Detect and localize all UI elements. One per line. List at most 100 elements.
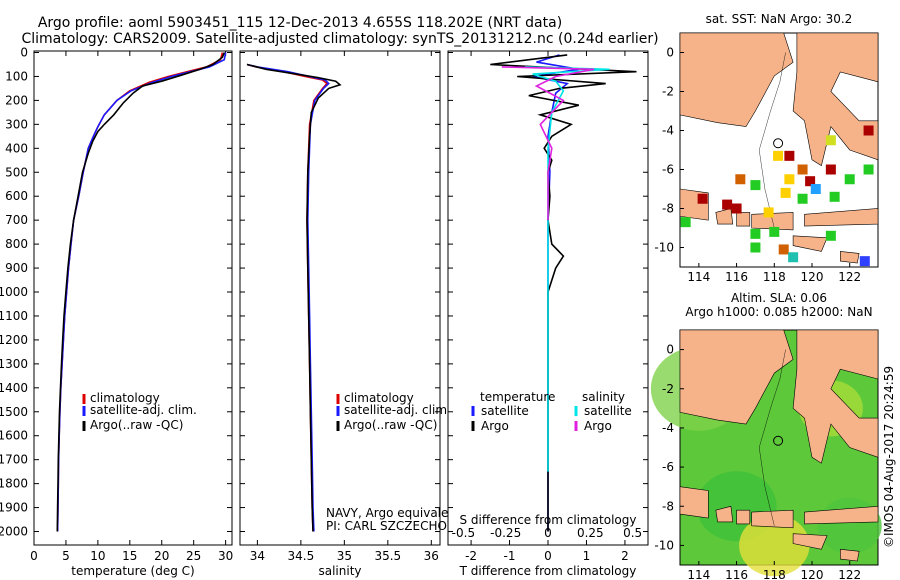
land-polygon [839, 548, 860, 562]
title-line1: Argo profile: aoml 5903451_115 12-Dec-20… [38, 15, 562, 31]
map-title: sat. SST: NaN Argo: 30.2 [706, 12, 853, 26]
x-tick-label: 118 [763, 568, 786, 580]
sst-cell [805, 176, 816, 187]
y-tick-label: -10 [654, 538, 674, 552]
legend-title: salinity [582, 390, 625, 404]
top-tick-label: 0.5 [623, 526, 642, 540]
legend-label: Argo [481, 419, 509, 433]
top-tick-label: -0.5 [452, 526, 475, 540]
y-tick-label: 900 [5, 261, 28, 275]
land-polygon [792, 32, 879, 167]
x-tick-label: 122 [838, 568, 861, 580]
temperature-frame [33, 50, 233, 546]
sst-cell [825, 230, 836, 241]
sst-cell [863, 125, 874, 136]
x-axis-label: T difference from climatology [459, 564, 637, 578]
x-tick-label: -2 [465, 549, 477, 563]
y-tick-label: 1200 [0, 333, 28, 347]
x-axis-label: temperature (deg C) [71, 564, 194, 578]
x-tick-label: 2 [621, 549, 629, 563]
title-line2: Climatology: CARS2009. Satellite-adjuste… [21, 31, 658, 47]
argo-position-marker [773, 435, 784, 446]
sst-cell [810, 184, 821, 194]
land-polygon [679, 32, 794, 127]
y-tick-label: -2 [662, 382, 674, 396]
sst-cell [797, 193, 808, 204]
x-tick-label: 25 [186, 549, 201, 563]
sst-cell [825, 164, 836, 175]
sst-cell [697, 193, 708, 204]
top-tick-label: -0.25 [490, 526, 521, 540]
land-polygon [792, 533, 828, 550]
sst-cell [731, 203, 742, 214]
y-tick-label: 1100 [0, 309, 28, 323]
sst-cell [769, 226, 780, 237]
y-tick-label: -4 [662, 124, 674, 138]
map-sst-map: sat. SST: NaN Argo: 30.2 114 116 118 120 122 0… [654, 12, 879, 284]
legend-label: Argo [584, 419, 612, 433]
legend-label: climatology [90, 391, 160, 405]
legend-label: satellite [481, 404, 529, 418]
y-tick-label: 300 [5, 117, 28, 131]
x-tick-label: 35.5 [374, 549, 401, 563]
sst-cell [825, 135, 836, 146]
legend-label: Argo(..raw -QC) [344, 418, 437, 432]
x-tick-label: 120 [801, 568, 824, 580]
y-tick-label: -6 [662, 163, 674, 177]
y-tick-label: -8 [662, 499, 674, 513]
sst-cell [778, 244, 789, 255]
series-line [246, 63, 342, 532]
sla-patch [817, 497, 882, 554]
y-tick-label: -6 [662, 460, 674, 474]
y-tick-label: 1300 [0, 357, 28, 371]
y-tick-label: -8 [662, 202, 674, 216]
land-polygon [804, 505, 879, 525]
map-title: Altim. SLA: 0.06 [731, 291, 827, 305]
legend-label: climatology [344, 391, 414, 405]
x-tick-label: 20 [154, 549, 169, 563]
sst-cell [829, 191, 840, 202]
sst-cell [722, 199, 733, 210]
y-tick-label: 1800 [0, 477, 28, 491]
x-axis-label: salinity [318, 564, 361, 578]
annotation-line: NAVY, Argo equivalent [326, 506, 461, 520]
depth-contour [758, 52, 786, 229]
y-tick-label: 700 [5, 213, 28, 227]
top-axis-label: S difference from climatology [460, 513, 637, 527]
y-tick-label: 600 [5, 189, 28, 203]
x-tick-label: 116 [725, 568, 748, 580]
y-tick-label: 0 [666, 343, 674, 357]
legend-title: temperature [480, 390, 555, 404]
x-tick-label: 34 [250, 549, 265, 563]
x-tick-label: 118 [763, 270, 786, 284]
x-tick-label: 5 [62, 549, 70, 563]
panel-difference: -2 -1 0 1 2T difference from climatology -0.5… [447, 50, 649, 578]
land-polygon [736, 212, 751, 227]
sst-cell [763, 207, 774, 218]
sst-cell [780, 187, 791, 198]
y-tick-label: 1600 [0, 429, 28, 443]
land-polygon [751, 509, 794, 529]
legend-label: satellite [584, 404, 632, 418]
legend-label: Argo(..raw -QC) [90, 418, 183, 432]
x-tick-label: 114 [687, 270, 710, 284]
sst-cell [784, 150, 795, 161]
x-tick-label: 36 [424, 549, 439, 563]
x-tick-label: 114 [687, 568, 710, 580]
y-tick-label: -4 [662, 421, 674, 435]
x-tick-label: 0 [544, 549, 552, 563]
y-tick-label: 500 [5, 165, 28, 179]
y-tick-label: 2000 [0, 525, 28, 539]
top-tick-label: 0 [544, 526, 552, 540]
land-polygon [736, 509, 751, 525]
sst-cell [680, 217, 691, 228]
x-tick-label: 35 [337, 549, 352, 563]
series-line [501, 66, 595, 221]
land-polygon [715, 208, 734, 225]
x-tick-label: 30 [218, 549, 233, 563]
argo-position-marker [773, 138, 784, 149]
land-polygon [679, 329, 794, 425]
y-tick-label: -10 [654, 241, 674, 255]
series-line [56, 52, 226, 532]
